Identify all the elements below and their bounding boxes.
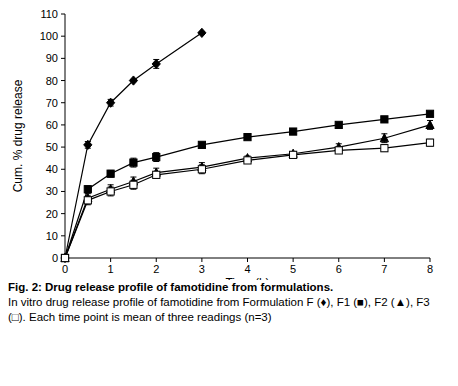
caption: Fig. 2: Drug release profile of famotidi… [8, 280, 448, 325]
x-tick [430, 258, 431, 262]
x-tick-label: 8 [427, 263, 433, 275]
error-bar [130, 180, 136, 189]
x-tick-label: 6 [336, 263, 342, 275]
data-point [244, 134, 251, 141]
x-tick-label: 3 [199, 263, 205, 275]
y-tick-label: 100 [40, 30, 58, 42]
y-tick-label: 60 [46, 119, 58, 131]
data-point [198, 28, 206, 37]
error-bar [199, 165, 205, 174]
data-point [335, 121, 342, 128]
x-tick [293, 258, 294, 262]
data-point [129, 76, 137, 85]
error-bar [85, 186, 91, 193]
y-axis [65, 14, 66, 258]
y-tick [61, 36, 65, 37]
data-point [130, 159, 137, 166]
data-point [84, 197, 91, 204]
data-point [426, 139, 433, 146]
data-point [381, 116, 388, 123]
y-tick [61, 213, 65, 214]
series-line [65, 114, 430, 258]
data-point [61, 253, 69, 261]
x-tick [338, 258, 339, 262]
data-point [61, 253, 69, 262]
data-point [426, 110, 433, 117]
error-bar [427, 139, 433, 146]
data-point [107, 188, 114, 195]
data-point [107, 98, 115, 107]
error-bar [153, 171, 159, 178]
error-bar [108, 170, 114, 177]
caption-text: In vitro drug release profile of famotid… [8, 295, 448, 325]
data-point [61, 254, 68, 261]
y-tick [61, 124, 65, 125]
x-axis-label: Time (h) [225, 276, 269, 280]
error-bar [381, 145, 387, 152]
data-point [381, 145, 388, 152]
x-tick-label: 5 [290, 263, 296, 275]
x-tick-label: 7 [381, 263, 387, 275]
y-tick-label: 40 [46, 163, 58, 175]
x-tick-label: 2 [153, 263, 159, 275]
error-bar [85, 196, 91, 205]
data-point [290, 151, 297, 158]
data-point [84, 140, 92, 149]
data-point [244, 157, 251, 164]
data-point [130, 181, 137, 188]
data-point [152, 59, 160, 68]
data-point [380, 134, 388, 142]
x-tick [247, 258, 248, 262]
y-tick [61, 147, 65, 148]
error-bar [108, 187, 114, 196]
series-line [65, 125, 430, 258]
y-tick [61, 235, 65, 236]
x-tick [110, 258, 111, 262]
y-axis-label: Cum. % drug release [11, 79, 25, 192]
data-point [290, 128, 297, 135]
x-tick [384, 258, 385, 262]
x-tick-label: 0 [62, 263, 68, 275]
data-point [335, 147, 342, 154]
data-point [61, 254, 68, 261]
y-tick-label: 20 [46, 208, 58, 220]
y-tick-label: 70 [46, 97, 58, 109]
data-point [426, 120, 434, 128]
y-tick-label: 0 [52, 252, 58, 264]
series-line [65, 143, 430, 258]
x-tick [156, 258, 157, 262]
caption-title: Fig. 2: Drug release profile of famotidi… [8, 280, 448, 295]
chart: 0 10 20 30 40 50 60 70 80 90 100 110 0 1 2 3 4 5 6 7 8 Time (… [0, 0, 458, 280]
data-point [198, 141, 205, 148]
y-tick-label: 80 [46, 75, 58, 87]
y-tick [61, 58, 65, 59]
data-point [107, 170, 114, 177]
error-bar [153, 153, 159, 162]
y-tick-label: 90 [46, 52, 58, 64]
series-line [65, 33, 202, 258]
data-point [153, 153, 160, 160]
data-point [153, 171, 160, 178]
y-tick [61, 14, 65, 15]
x-tick-label: 1 [108, 263, 114, 275]
y-tick-label: 30 [46, 185, 58, 197]
y-tick [61, 102, 65, 103]
y-tick [61, 191, 65, 192]
y-tick-label: 50 [46, 141, 58, 153]
data-point [84, 186, 91, 193]
x-tick [201, 258, 202, 262]
error-bar [130, 158, 136, 167]
y-tick [61, 169, 65, 170]
y-tick-label: 110 [40, 8, 58, 20]
x-tick-label: 4 [244, 263, 250, 275]
y-tick-label: 10 [46, 230, 58, 242]
plot-area [61, 28, 434, 262]
y-tick [61, 80, 65, 81]
data-point [198, 166, 205, 173]
